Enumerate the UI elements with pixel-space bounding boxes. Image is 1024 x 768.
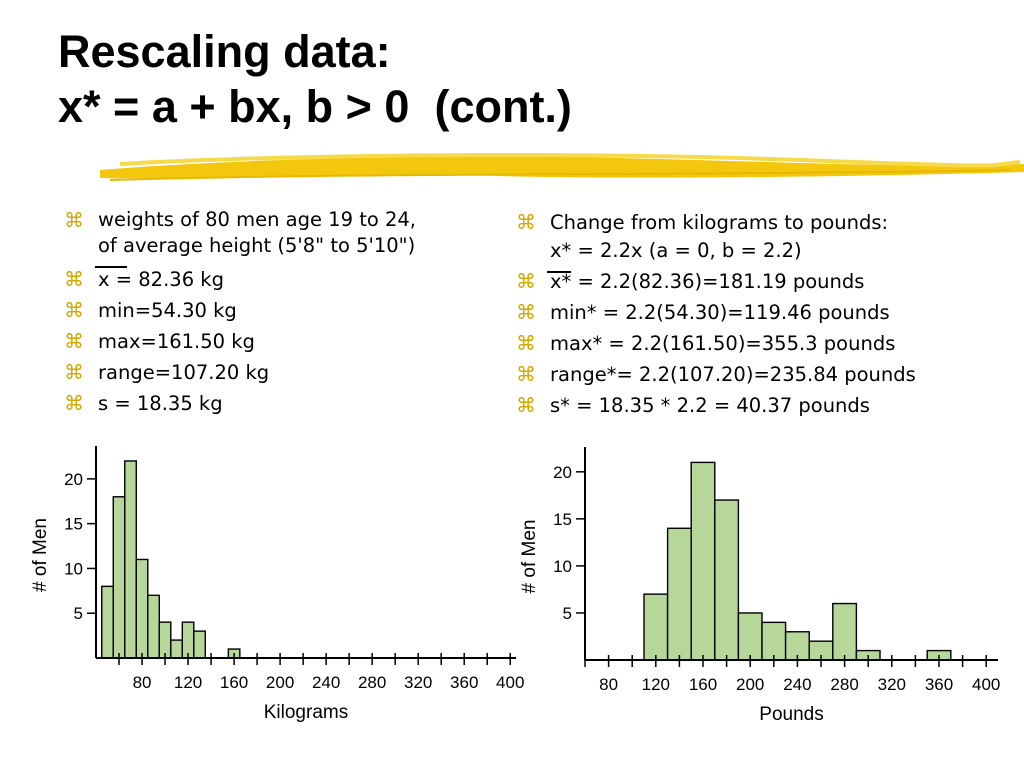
bullet-command-icon: ⌘: [516, 393, 536, 417]
bullet-command-icon: ⌘: [64, 360, 84, 384]
x-tick-label: 200: [736, 675, 764, 694]
histogram-bar: [112, 496, 126, 659]
histogram-bar: [101, 585, 114, 659]
left-bullet-item: ⌘ max=161.50 kg: [58, 326, 498, 357]
x-tick-label: 400: [496, 673, 524, 692]
y-tick-label: 10: [64, 559, 83, 578]
y-tick-label: 10: [553, 557, 572, 576]
histogram-kilograms: 5 10 15 20 80 120 160 200 240 280 320 360 400 Kilogra…: [30, 446, 524, 723]
histogram-bar: [832, 602, 858, 661]
right-bullet-item: ⌘ min* = 2.2(54.30)=119.46 pounds: [510, 297, 1010, 328]
y-axis-label: # of Men: [30, 518, 51, 592]
bullet-command-icon: ⌘: [64, 391, 84, 415]
histogram-bar: [714, 499, 740, 661]
x-tick-label: 240: [783, 675, 811, 694]
left-bullet-item: ⌘ range=107.20 kg: [58, 357, 498, 388]
x-bar-overline-left: [95, 266, 127, 268]
bullet-text: x* = 2.2(82.36)=181.19 pounds: [550, 270, 865, 293]
bullet-command-icon: ⌘: [516, 210, 536, 234]
left-bullet-list: ⌘ weights of 80 men age 19 to 24, of ave…: [58, 207, 498, 419]
x-tick-label: 80: [599, 675, 618, 694]
x-tick-label: 120: [174, 673, 202, 692]
histogram-bar: [761, 621, 787, 661]
x-bar-overline-right: [547, 271, 571, 273]
bullet-text: max* = 2.2(161.50)=355.3 pounds: [550, 332, 896, 355]
y-axis-label: # of Men: [519, 520, 540, 594]
x-tick-label: 160: [689, 675, 717, 694]
bullet-text: s = 18.35 kg: [98, 392, 223, 415]
title-line-2: x* = a + bx, b > 0 (cont.): [58, 81, 572, 132]
underline-brush-streak: [109, 169, 1011, 181]
left-bullet-item: ⌘ weights of 80 men age 19 to 24, of ave…: [58, 207, 498, 259]
x-tick-label: 120: [642, 675, 670, 694]
y-tick-label: 20: [553, 463, 572, 482]
histogram-bar: [690, 461, 716, 661]
right-bullet-item: ⌘ s* = 18.35 * 2.2 = 40.37 pounds: [510, 390, 1010, 421]
y-tick-label: 20: [64, 470, 83, 489]
bullet-text: weights of 80 men age 19 to 24,: [98, 208, 416, 231]
bullet-text: x = 82.36 kg: [98, 268, 224, 291]
histogram-bar: [181, 621, 195, 659]
right-bullet-item: ⌘ x* = 2.2(82.36)=181.19 pounds: [510, 266, 1010, 297]
x-tick-label: 280: [830, 675, 858, 694]
x-tick-label: 320: [878, 675, 906, 694]
bullet-command-icon: ⌘: [64, 298, 84, 322]
histogram-bar: [170, 639, 184, 659]
x-tick-label: 240: [312, 673, 340, 692]
x-axis-label: Kilograms: [264, 702, 348, 723]
x-tick-label: 320: [404, 673, 432, 692]
y-tick-label: 15: [64, 515, 83, 534]
histogram-bar: [135, 558, 149, 659]
title-underline-stroke: [100, 153, 1024, 181]
histogram-bar: [158, 621, 172, 659]
bullet-text: range=107.20 kg: [98, 361, 270, 384]
histogram-bar: [147, 594, 160, 659]
x-tick-label: 80: [133, 673, 152, 692]
bullet-text: min=54.30 kg: [98, 299, 237, 322]
bullet-command-icon: ⌘: [516, 362, 536, 386]
bullet-command-icon: ⌘: [64, 208, 84, 232]
bullet-command-icon: ⌘: [64, 329, 84, 353]
y-tick-label: 5: [563, 604, 572, 623]
x-tick-label: 280: [358, 673, 386, 692]
histogram-bar: [193, 630, 207, 659]
bullet-text: Change from kilograms to pounds:: [550, 211, 889, 234]
x-tick-label: 200: [266, 673, 294, 692]
bullet-command-icon: ⌘: [64, 267, 84, 291]
title-line-1: Rescaling data:: [58, 26, 391, 77]
right-bullet-item: ⌘ range*= 2.2(107.20)=235.84 pounds: [510, 359, 1010, 390]
underline-brush-light: [119, 153, 1021, 168]
left-bullet-item: ⌘ min=54.30 kg: [58, 295, 498, 326]
y-tick-label: 5: [74, 604, 83, 623]
left-bullet-item: ⌘ x = 82.36 kg: [58, 264, 498, 295]
bullet-text: range*= 2.2(107.20)=235.84 pounds: [550, 363, 916, 386]
right-bullet-list: ⌘ Change from kilograms to pounds: x* = …: [510, 207, 1010, 421]
right-bullet-item: ⌘ max* = 2.2(161.50)=355.3 pounds: [510, 328, 1010, 359]
histogram-bar: [643, 593, 669, 661]
x-axis-label: Pounds: [759, 704, 823, 725]
bullet-command-icon: ⌘: [516, 300, 536, 324]
left-bullet-item: ⌘ s = 18.35 kg: [58, 388, 498, 419]
right-bullet-item: ⌘ Change from kilograms to pounds: x* = …: [510, 207, 1010, 266]
histogram-bar: [666, 527, 692, 661]
bullet-text-continued: of average height (5'8" to 5'10"): [98, 234, 416, 257]
x-tick-label: 160: [220, 673, 248, 692]
y-tick-label: 15: [553, 510, 572, 529]
bullet-text: max=161.50 kg: [98, 330, 255, 353]
bullet-text: s* = 18.35 * 2.2 = 40.37 pounds: [550, 394, 870, 417]
histogram-bar: [124, 460, 137, 659]
bullet-text-continued: x* = 2.2x (a = 0, b = 2.2): [550, 239, 802, 262]
x-tick-label: 400: [972, 675, 1000, 694]
slide-title: Rescaling data: x* = a + bx, b > 0 (cont…: [58, 24, 572, 134]
bullet-command-icon: ⌘: [516, 331, 536, 355]
x-tick-label: 360: [925, 675, 953, 694]
bullet-command-icon: ⌘: [516, 269, 536, 293]
bullet-text: min* = 2.2(54.30)=119.46 pounds: [550, 301, 890, 324]
histogram-pounds: 5 10 15 20 80 120 160 200 240 280 320 360 400 Pounds #…: [519, 447, 1000, 725]
x-tick-label: 360: [450, 673, 478, 692]
histogram-bar: [737, 612, 763, 661]
